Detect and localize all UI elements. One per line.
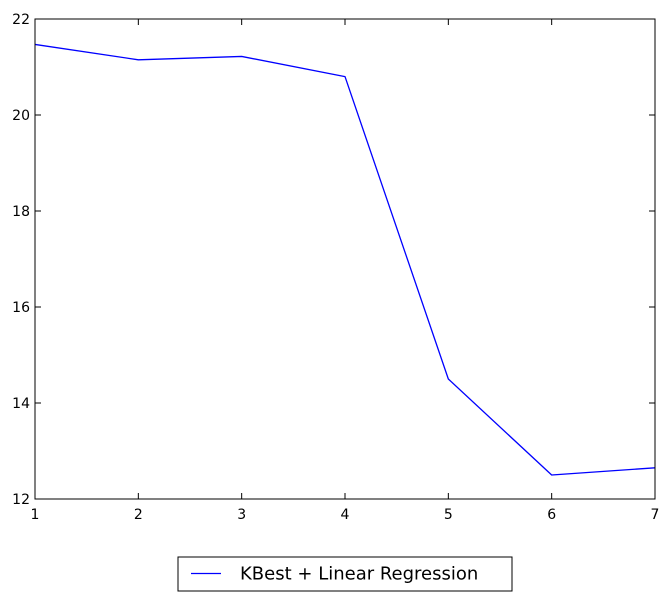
y-tick-label: 14	[12, 396, 30, 412]
y-tick-label: 12	[12, 492, 30, 508]
legend: KBest + Linear Regression	[177, 556, 513, 592]
y-tick-label: 20	[12, 108, 30, 124]
plot-area	[35, 19, 655, 499]
y-tick-label: 22	[12, 12, 30, 28]
y-tick-label: 18	[12, 204, 30, 220]
plot-frame	[34, 18, 656, 500]
legend-label: KBest + Linear Regression	[240, 564, 478, 585]
y-tick-label: 16	[12, 300, 30, 316]
series-layer	[34, 43, 656, 476]
legend-box	[177, 556, 513, 592]
x-tick-label: 7	[651, 507, 660, 523]
x-tick-label: 4	[341, 507, 350, 523]
x-tick-label: 1	[31, 507, 40, 523]
x-tick-label: 5	[444, 507, 453, 523]
x-tick-label: 6	[547, 507, 556, 523]
x-tick-label: 2	[134, 507, 143, 523]
x-tick-label: 3	[237, 507, 246, 523]
